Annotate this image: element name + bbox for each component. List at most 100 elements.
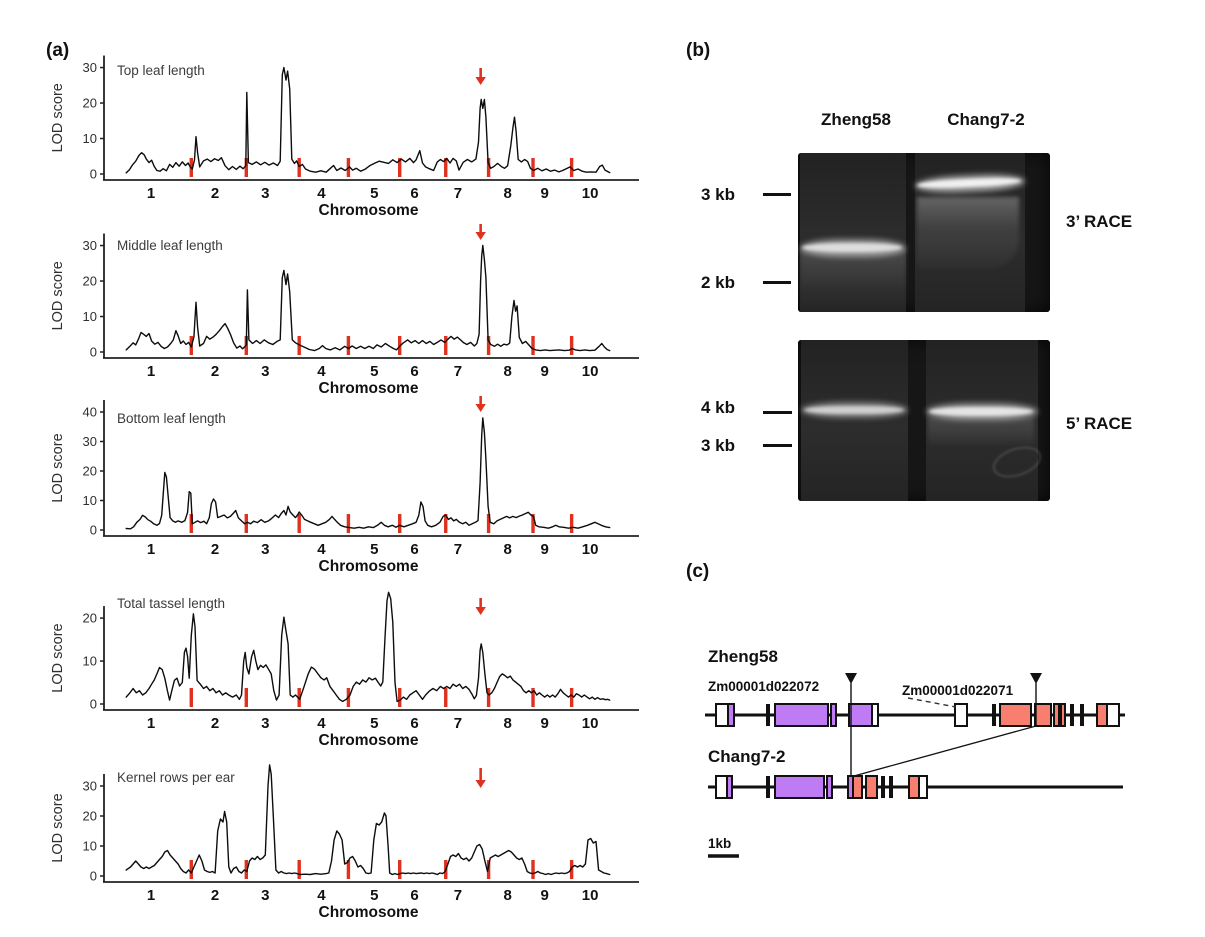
chromosome-label: 3 bbox=[261, 185, 269, 202]
gel-lane-label-chang7-2: Chang7-2 bbox=[947, 110, 1025, 129]
panel-b-letter: (b) bbox=[686, 40, 711, 61]
x-axis-label: Chromosome bbox=[319, 558, 419, 575]
y-tick-label: 0 bbox=[90, 345, 97, 360]
y-tick-label: 40 bbox=[83, 405, 97, 420]
chromosome-label: 3 bbox=[261, 887, 269, 904]
size-marker-4kb: 4 kb bbox=[701, 398, 736, 417]
chromosome-label: 9 bbox=[540, 541, 548, 558]
gel-band bbox=[929, 407, 1033, 416]
exon-box bbox=[774, 775, 825, 799]
chromosome-label: 10 bbox=[582, 185, 599, 202]
size-marker-3kb-bottom: 3 kb bbox=[701, 436, 736, 455]
chromosome-label: 4 bbox=[317, 541, 326, 558]
lod-curve bbox=[125, 591, 611, 703]
scale-bar-label: 1kb bbox=[708, 836, 731, 851]
chromosome-label: 7 bbox=[454, 541, 462, 558]
gel-smear bbox=[917, 197, 1019, 269]
chromosome-label: 6 bbox=[410, 185, 418, 202]
exon-tick bbox=[992, 704, 996, 726]
y-tick-label: 0 bbox=[90, 523, 97, 538]
track-name-zheng58: Zheng58 bbox=[708, 647, 778, 666]
y-tick-label: 10 bbox=[83, 493, 97, 508]
y-axis-label: LOD score bbox=[50, 433, 66, 502]
exon-tick bbox=[881, 776, 885, 798]
chromosome-label: 8 bbox=[503, 541, 511, 558]
chromosome-label: 1 bbox=[147, 185, 155, 202]
exon-box bbox=[848, 703, 873, 727]
gel-label-3race: 3’ RACE bbox=[1066, 212, 1133, 231]
fusion-connector-line bbox=[853, 725, 1037, 777]
chromosome-label: 4 bbox=[317, 185, 326, 202]
utr-box bbox=[1106, 703, 1120, 727]
exon-box bbox=[727, 703, 735, 727]
qtl-arrow-icon bbox=[475, 607, 486, 615]
lod-plot-top-leaf-length: 0 10 20 30 LOD score 1 2 3 4 5 6 7 8 9 10 Chromosome Top… bbox=[50, 55, 639, 219]
lod-plot-total-tassel-length: 0 10 20 LOD score 1 2 3 4 5 6 7 8 9 10 Chromosome Total… bbox=[50, 591, 639, 749]
chromosome-label: 6 bbox=[410, 363, 418, 380]
lod-plot-bottom-leaf-length: 0 10 20 30 40 LOD score 1 2 3 4 5 6 7 8 9 10 Chromosome B… bbox=[50, 396, 639, 575]
gel-lane bbox=[801, 340, 908, 501]
exon-box bbox=[1060, 703, 1066, 727]
gel-artifact-ring bbox=[988, 440, 1046, 484]
lod-curve bbox=[125, 244, 611, 352]
gel-image-5race bbox=[798, 340, 1050, 501]
chromosome-label: 1 bbox=[147, 363, 155, 380]
exon-box bbox=[826, 775, 833, 799]
y-tick-label: 10 bbox=[83, 654, 97, 669]
gel-lane bbox=[914, 153, 1026, 312]
y-tick-label: 20 bbox=[83, 96, 97, 111]
gene-label: Zm00001d022071 bbox=[902, 683, 1014, 698]
y-axis-label: LOD score bbox=[50, 793, 66, 862]
panel-c-letter: (c) bbox=[686, 561, 710, 582]
chromosome-label: 5 bbox=[370, 363, 378, 380]
exon-box bbox=[830, 703, 837, 727]
exon-box bbox=[908, 775, 920, 799]
exon-tick bbox=[889, 776, 893, 798]
chromosome-label: 6 bbox=[410, 715, 418, 732]
y-axis-label: LOD score bbox=[50, 83, 66, 152]
insertion-flag-icon bbox=[845, 673, 857, 684]
y-tick-label: 30 bbox=[83, 434, 97, 449]
lod-curve bbox=[125, 66, 611, 174]
chromosome-label: 7 bbox=[454, 715, 462, 732]
chromosome-label: 5 bbox=[370, 887, 378, 904]
gel-band bbox=[804, 406, 904, 414]
plot-title: Bottom leaf length bbox=[117, 411, 226, 426]
chromosome-label: 4 bbox=[317, 887, 326, 904]
chromosome-label: 9 bbox=[540, 887, 548, 904]
size-marker-dash bbox=[763, 193, 791, 196]
gel-band bbox=[802, 243, 902, 252]
gene-structure-diagram: Zheng58 Chang7-2 Zm00001d022072 Zm00001d022… bbox=[705, 647, 1125, 858]
gel-smear bbox=[800, 249, 906, 309]
exon-tick bbox=[1070, 704, 1074, 726]
utr-box bbox=[871, 703, 879, 727]
gel-lane-label-zheng58: Zheng58 bbox=[821, 110, 891, 129]
chromosome-label: 8 bbox=[503, 185, 511, 202]
chromosome-label: 9 bbox=[540, 185, 548, 202]
chromosome-label: 8 bbox=[503, 715, 511, 732]
chromosome-label: 7 bbox=[454, 363, 462, 380]
size-marker-dash bbox=[763, 281, 791, 284]
insertion-flag-icon bbox=[1030, 673, 1042, 684]
y-tick-label: 10 bbox=[83, 309, 97, 324]
y-axis-label: LOD score bbox=[50, 261, 66, 330]
y-tick-label: 10 bbox=[83, 839, 97, 854]
lod-plot-middle-leaf-length: 0 10 20 30 LOD score 1 2 3 4 5 6 7 8 9 10 Chromosome Mid… bbox=[50, 224, 639, 397]
exon-tick bbox=[1080, 704, 1084, 726]
y-tick-label: 30 bbox=[83, 60, 97, 75]
y-tick-label: 30 bbox=[83, 238, 97, 253]
plot-title: Middle leaf length bbox=[117, 238, 223, 253]
exon-box bbox=[1034, 703, 1052, 727]
gene-label: Zm00001d022072 bbox=[708, 679, 819, 694]
exon-tick bbox=[766, 776, 770, 798]
panel-a-letter: (a) bbox=[46, 40, 70, 61]
y-tick-label: 0 bbox=[90, 697, 97, 712]
utr-box bbox=[918, 775, 928, 799]
gene-label-dashed-callout bbox=[907, 697, 957, 708]
chromosome-label: 2 bbox=[211, 541, 219, 558]
chromosome-label: 2 bbox=[211, 185, 219, 202]
y-tick-label: 20 bbox=[83, 274, 97, 289]
y-tick-label: 20 bbox=[83, 464, 97, 479]
y-tick-label: 10 bbox=[83, 131, 97, 146]
